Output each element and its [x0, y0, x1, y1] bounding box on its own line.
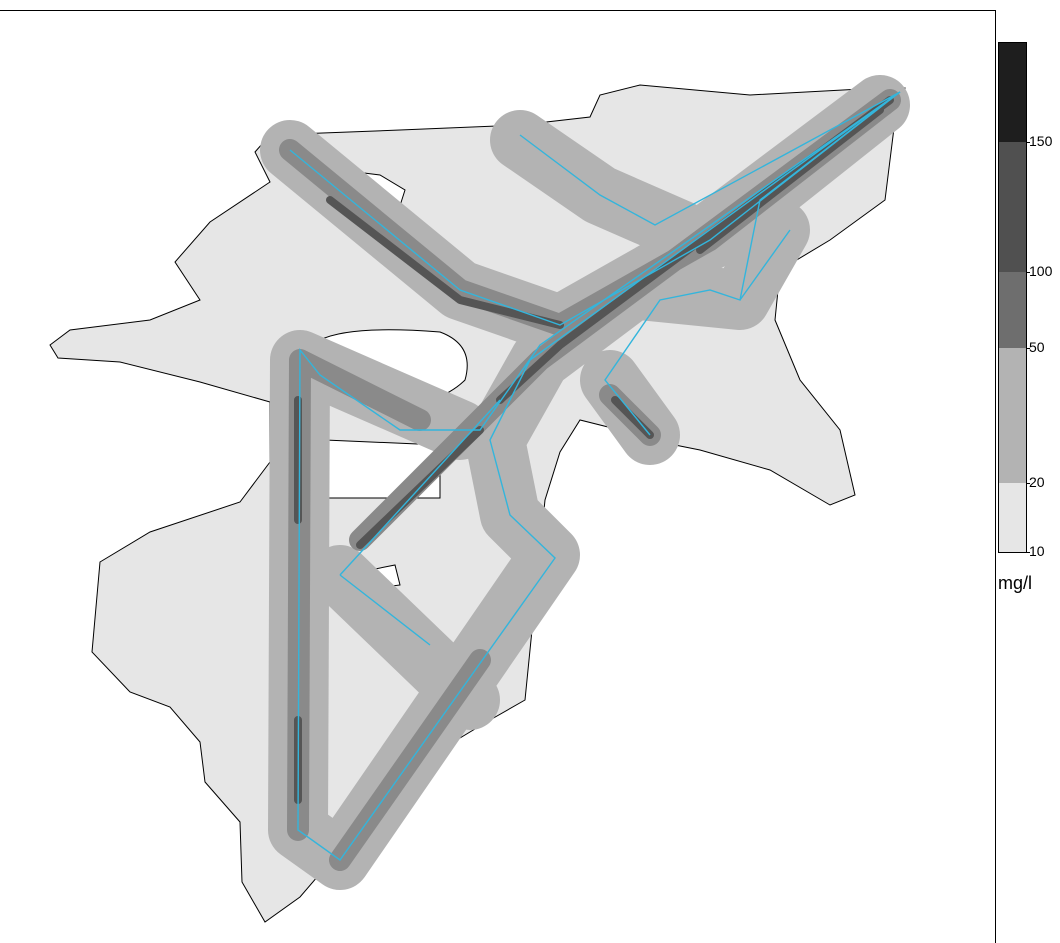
legend-tick-label: 150 [1029, 133, 1053, 149]
legend-band [998, 348, 1026, 483]
legend-unit: mg/l [998, 573, 1032, 593]
survey-track [289, 91, 901, 861]
contour-map [49, 75, 910, 923]
track-line [289, 91, 901, 436]
legend-tick-label: 100 [1029, 263, 1053, 279]
legend-tick-label: 20 [1029, 474, 1045, 490]
track-line [339, 229, 791, 646]
legend-tick-label: 10 [1029, 543, 1045, 559]
track-line [297, 91, 901, 861]
legend-band [998, 42, 1026, 142]
legend-band [998, 483, 1026, 552]
legend-tick-label: 50 [1029, 339, 1045, 355]
legend-band [998, 142, 1026, 272]
legend: mg/l 10 20 50 100 150 [998, 42, 1053, 593]
legend-border [998, 42, 1027, 553]
legend-band [998, 272, 1026, 348]
